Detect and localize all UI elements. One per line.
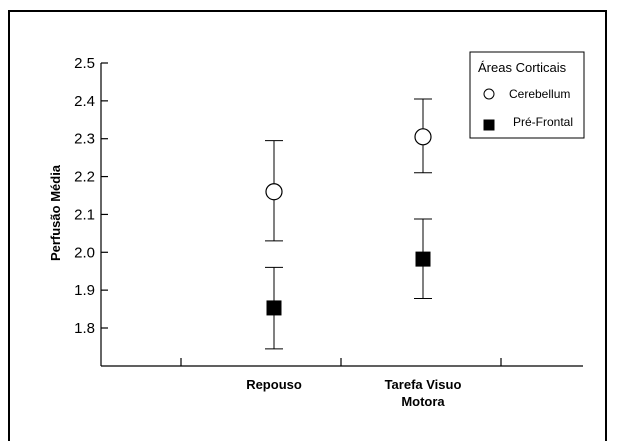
y-ticks: 1.8 1.9 2.0 2.1 2.2 2.3 2.4 2.5: [74, 55, 108, 337]
legend-title: Áreas Corticais: [478, 60, 567, 75]
y-tick-label: 2.4: [74, 93, 95, 110]
y-tick-label: 1.8: [74, 320, 95, 337]
chart-frame: [8, 10, 607, 441]
y-tick-label: 2.1: [74, 206, 95, 223]
y-tick-label: 1.9: [74, 282, 95, 299]
legend-label: Pré-Frontal: [513, 115, 573, 129]
legend: Áreas Corticais Cerebellum Pré-Frontal: [469, 51, 585, 139]
cerebellum-point: [414, 128, 432, 146]
legend-marker: [483, 88, 495, 100]
data-points: [265, 128, 432, 316]
pre-frontal-point: [266, 300, 282, 316]
x-category-labels: Repouso Tarefa Visuo Motora: [246, 377, 461, 409]
y-tick-label: 2.2: [74, 169, 95, 186]
y-tick-label: 2.3: [74, 131, 95, 148]
y-tick-label: 2.0: [74, 244, 95, 261]
pre-frontal-point: [415, 251, 431, 267]
x-category-label: Repouso: [246, 377, 302, 392]
cerebellum-point: [265, 183, 283, 201]
legend-items: Cerebellum Pré-Frontal: [483, 87, 573, 131]
y-axis-label: Perfusão Média: [48, 164, 63, 261]
x-category-label-line2: Motora: [401, 394, 445, 409]
legend-marker: [483, 119, 495, 131]
x-category-label: Tarefa Visuo: [385, 377, 462, 392]
y-tick-label: 2.5: [74, 55, 95, 72]
legend-label: Cerebellum: [509, 87, 570, 101]
error-bars: [265, 98, 432, 350]
x-ticks: [180, 358, 502, 366]
